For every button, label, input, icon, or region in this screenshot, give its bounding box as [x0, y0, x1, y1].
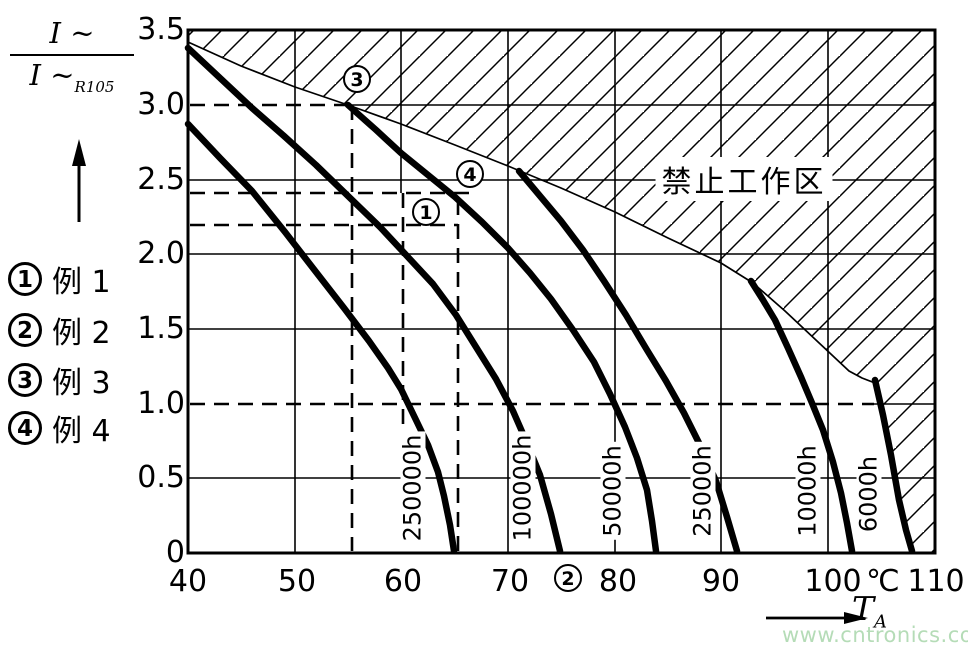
- legend-item-example-3: 3 例 3: [8, 360, 111, 401]
- legend-label-example-2: 例 2: [52, 316, 111, 351]
- y-tick-3-0: 3.0: [137, 87, 185, 122]
- x-tick-80: 80: [598, 564, 638, 599]
- watermark: www.cntronics.com: [782, 623, 968, 647]
- y-tick-2-5: 2.5: [137, 162, 185, 197]
- x-tick-110: 110: [907, 564, 965, 599]
- marker-example-4: 4: [456, 160, 484, 188]
- legend-label-example-1: 例 1: [52, 265, 111, 300]
- forbidden-boundary-curve: [187, 41, 876, 384]
- curve-label-6000h: 6000h: [855, 452, 883, 536]
- marker-example-2: 2: [554, 564, 582, 592]
- curve-label-10000h: 10000h: [794, 442, 822, 540]
- x-axis-unit-celsius: ℃: [866, 564, 900, 599]
- x-tick-50: 50: [277, 564, 317, 599]
- legend-circled-2: 2: [8, 313, 42, 347]
- legend-circled-4: 4: [8, 411, 42, 445]
- y-tick-0: 0: [165, 535, 185, 570]
- x-tick-60: 60: [383, 564, 423, 599]
- x-tick-100: 100: [804, 564, 862, 599]
- curve-label-25000h: 25000h: [689, 442, 717, 540]
- curve-250000h: [184, 120, 458, 555]
- marker-example-3: 3: [343, 65, 371, 93]
- x-tick-40: 40: [168, 564, 208, 599]
- curve-10000h: [747, 277, 856, 555]
- y-axis-label: I ~ I ~R105: [10, 16, 134, 96]
- x-axis-title: TA: [852, 589, 888, 633]
- y-tick-1-5: 1.5: [137, 311, 185, 346]
- y-tick-0-5: 0.5: [137, 460, 185, 495]
- y-tick-2-0: 2.0: [137, 236, 185, 271]
- y-axis-arrow: [72, 139, 86, 222]
- forbidden-region-hatch: [188, 30, 935, 553]
- x-axis-arrow: [766, 612, 868, 624]
- legend-item-example-4: 4 例 4: [8, 408, 111, 449]
- y-axis-label-denominator: I ~R105: [29, 58, 115, 96]
- marker-example-1: 1: [412, 198, 440, 226]
- legend-item-example-2: 2 例 2: [8, 310, 111, 351]
- forbidden-region-label: 禁止工作区: [655, 157, 833, 201]
- curve-label-50000h: 50000h: [599, 442, 627, 540]
- legend-circled-3: 3: [8, 363, 42, 397]
- curve-label-250000h: 250000h: [399, 431, 427, 545]
- y-tick-3-5: 3.5: [137, 12, 185, 47]
- curve-50000h: [344, 101, 660, 555]
- curve-25000h: [515, 167, 741, 555]
- legend-circled-1: 1: [8, 262, 42, 296]
- x-tick-70: 70: [490, 564, 530, 599]
- y-tick-1-0: 1.0: [137, 386, 185, 421]
- legend-label-example-3: 例 3: [52, 366, 111, 401]
- gridlines: [188, 30, 935, 553]
- legend-label-example-4: 例 4: [52, 414, 111, 449]
- y-axis-label-numerator: I ~: [10, 16, 134, 56]
- x-tick-90: 90: [701, 564, 741, 599]
- curve-6000h: [871, 376, 916, 555]
- curve-label-100000h: 100000h: [509, 431, 537, 545]
- legend-item-example-1: 1 例 1: [8, 259, 111, 300]
